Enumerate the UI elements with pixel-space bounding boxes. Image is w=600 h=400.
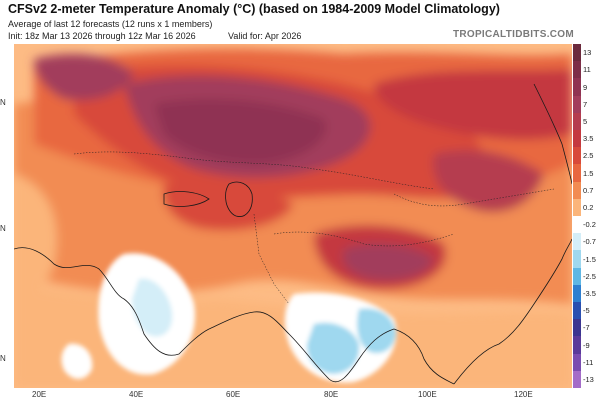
northwest-hotspot xyxy=(34,54,134,101)
colorbar-swatch xyxy=(573,250,581,269)
caspian-sea xyxy=(225,181,253,217)
mongolia-border xyxy=(393,188,555,207)
colorbar-tick-label: -5 xyxy=(583,306,590,316)
colorbar-tick-label: 1.5 xyxy=(583,168,594,178)
colorbar-swatch xyxy=(573,95,581,114)
colorbar-swatch xyxy=(573,44,581,62)
russia-southern-border xyxy=(73,151,435,190)
mongolia-hotspot xyxy=(433,150,544,213)
colorbar-swatch xyxy=(573,130,581,148)
siberia-core xyxy=(154,99,326,165)
anomaly-map[interactable] xyxy=(14,44,572,388)
colorbar-legend: 13 11 9 7 5 3.5 2.5 1.5 0.7 0.2 -0.2 -0.7 -1.5 -2.5 -3… xyxy=(573,44,600,389)
colorbar-swatch xyxy=(573,61,581,79)
colorbar-swatch xyxy=(573,112,581,131)
colorbar-swatch xyxy=(573,284,581,303)
colorbar-tick-label: -3.5 xyxy=(583,288,596,298)
east-asia-coast xyxy=(453,238,572,385)
south-asia-coast xyxy=(208,311,455,385)
colorbar-tick-label: -0.7 xyxy=(583,237,596,247)
colorbar-swatch xyxy=(573,319,581,337)
africa-neutral xyxy=(61,343,93,379)
colorbar-tick-label: -11 xyxy=(583,357,594,367)
colorbar-tick-label: 13 xyxy=(583,48,592,58)
colorbar-tick-label: 9 xyxy=(583,82,588,92)
colorbar-tick-label: 3.5 xyxy=(583,134,594,144)
colorbar-swatch xyxy=(573,181,581,200)
colorbar-tick-label: 0.7 xyxy=(583,185,594,195)
colorbar-tick-label: -1.5 xyxy=(583,254,596,264)
lon-label: 40E xyxy=(129,390,144,399)
colorbar-tick-label: -2.5 xyxy=(583,271,596,281)
colorbar-swatch xyxy=(573,302,581,320)
western-mild-region xyxy=(14,174,57,304)
valid-time: Valid for: Apr 2026 xyxy=(228,31,302,41)
india-cool xyxy=(306,322,360,374)
colorbar-tick-label: -9 xyxy=(583,340,590,350)
lon-label: 20E xyxy=(32,390,47,399)
brand-watermark[interactable]: TROPICALTIDBITS.COM xyxy=(452,29,574,40)
colorbar-tick-label: 2.5 xyxy=(583,151,594,161)
central-asia-warm xyxy=(163,182,294,231)
bangladesh-cool xyxy=(357,308,396,354)
mediterranean-arabia-coast xyxy=(14,247,210,356)
colorbar-tick-label: -7 xyxy=(583,323,590,333)
colorbar-tick-label: 5 xyxy=(583,116,588,126)
colorbar-tick-label: 11 xyxy=(583,65,591,75)
lon-label: 100E xyxy=(418,390,437,399)
map-title: CFSv2 2-meter Temperature Anomaly (°C) (… xyxy=(8,2,500,16)
lat-label: N xyxy=(0,98,6,107)
colorbar-swatch xyxy=(573,267,581,286)
colorbar-swatch xyxy=(573,353,581,372)
anomaly-field xyxy=(14,44,572,388)
lon-label: 80E xyxy=(324,390,339,399)
colorbar-swatch xyxy=(573,233,581,251)
near-normal-regions xyxy=(61,253,397,383)
map-subtitle: Average of last 12 forecasts (12 runs x … xyxy=(8,19,213,29)
colorbar-swatch xyxy=(573,147,581,165)
black-sea xyxy=(163,191,210,207)
lat-label: N xyxy=(0,224,6,233)
northeast-warm-band xyxy=(374,69,572,140)
pacific-coast xyxy=(533,83,572,185)
himalaya-border xyxy=(273,231,455,247)
colorbar-tick-label: -13 xyxy=(583,374,594,384)
tibet-hotspot xyxy=(342,243,434,281)
colorbar-tick-label: 0.2 xyxy=(583,202,594,212)
colorbar-swatch xyxy=(573,164,581,183)
header: CFSv2 2-meter Temperature Anomaly (°C) (… xyxy=(0,0,600,44)
central-asia-border xyxy=(253,213,290,305)
colorbar-tick-label: 7 xyxy=(583,99,588,109)
arabia-cool xyxy=(132,278,173,337)
colorbar-swatch xyxy=(573,370,581,389)
colorbar-swatch xyxy=(573,78,581,97)
lon-label: 60E xyxy=(226,390,241,399)
lat-label: N xyxy=(0,354,6,363)
init-time: Init: 18z Mar 13 2026 through 12z Mar 16… xyxy=(8,31,196,41)
borders xyxy=(73,151,555,305)
coastlines xyxy=(14,83,572,385)
colorbar-swatch xyxy=(573,198,581,217)
colorbar-swatch xyxy=(573,336,581,355)
colorbar-swatch xyxy=(573,216,581,234)
lon-label: 120E xyxy=(514,390,533,399)
colorbar-tick-label: -0.2 xyxy=(583,220,596,230)
